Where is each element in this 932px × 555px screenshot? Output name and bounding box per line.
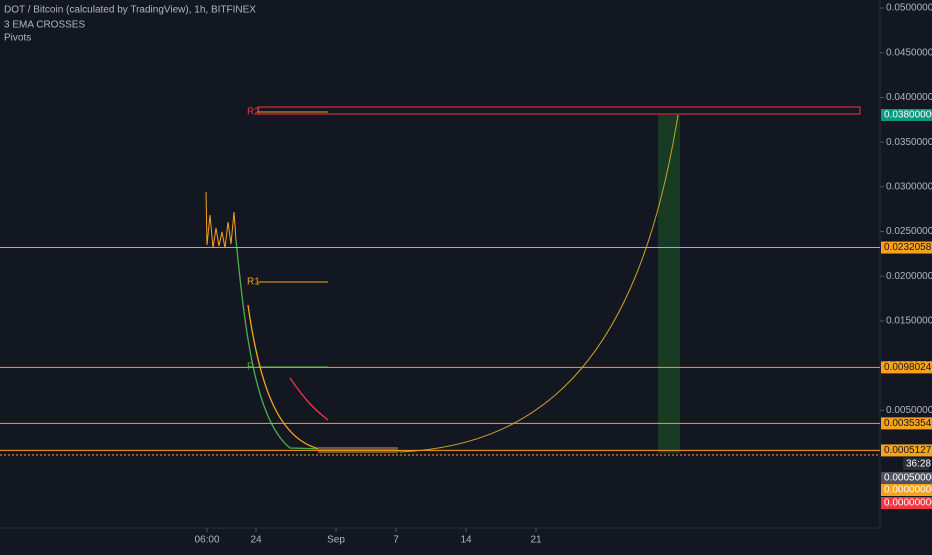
time-label: 14 bbox=[460, 535, 472, 546]
indicator-title[interactable]: Pivots bbox=[4, 33, 31, 44]
price-label: 0.00051271 bbox=[884, 445, 932, 456]
price-label-box bbox=[881, 497, 932, 509]
price-label-box bbox=[881, 109, 932, 121]
pivot-label: P bbox=[247, 362, 254, 373]
price-label-box bbox=[881, 417, 932, 430]
price-label: 0.02320581 bbox=[884, 242, 932, 253]
time-label: 7 bbox=[393, 535, 399, 546]
price-label: 0.00353545 bbox=[884, 418, 932, 429]
position-zone bbox=[658, 115, 680, 453]
price-label: 36:28 bbox=[906, 459, 931, 470]
time-label: 06:00 bbox=[194, 535, 219, 546]
price-label-box bbox=[881, 484, 932, 496]
pivot-box bbox=[257, 106, 861, 115]
indicator-title[interactable]: 3 EMA CROSSES bbox=[4, 20, 85, 31]
ema-line bbox=[247, 304, 321, 450]
price-label-box bbox=[881, 241, 932, 254]
price-label: 0.00000000 bbox=[884, 498, 932, 509]
price-label-box bbox=[881, 361, 932, 374]
price-series bbox=[399, 114, 679, 453]
price-label-box bbox=[881, 444, 932, 457]
price-series bbox=[205, 191, 237, 249]
pivot-label: R2 bbox=[247, 107, 260, 118]
time-label: 21 bbox=[530, 535, 542, 546]
price-label: 0.00980246 bbox=[884, 362, 932, 373]
pivot-label: R1 bbox=[247, 277, 260, 288]
ema-line bbox=[289, 377, 329, 421]
ema-line bbox=[235, 239, 401, 452]
price-label: 0.03800000 bbox=[884, 110, 932, 121]
price-label: 0.00000000 bbox=[884, 485, 932, 496]
price-label: 0.00050000 bbox=[884, 473, 932, 484]
symbol-title[interactable]: DOT / Bitcoin (calculated by TradingView… bbox=[4, 5, 256, 16]
price-label-box bbox=[903, 458, 929, 470]
price-label-box bbox=[881, 472, 932, 484]
time-label: 24 bbox=[250, 535, 262, 546]
time-label: Sep bbox=[327, 535, 345, 546]
